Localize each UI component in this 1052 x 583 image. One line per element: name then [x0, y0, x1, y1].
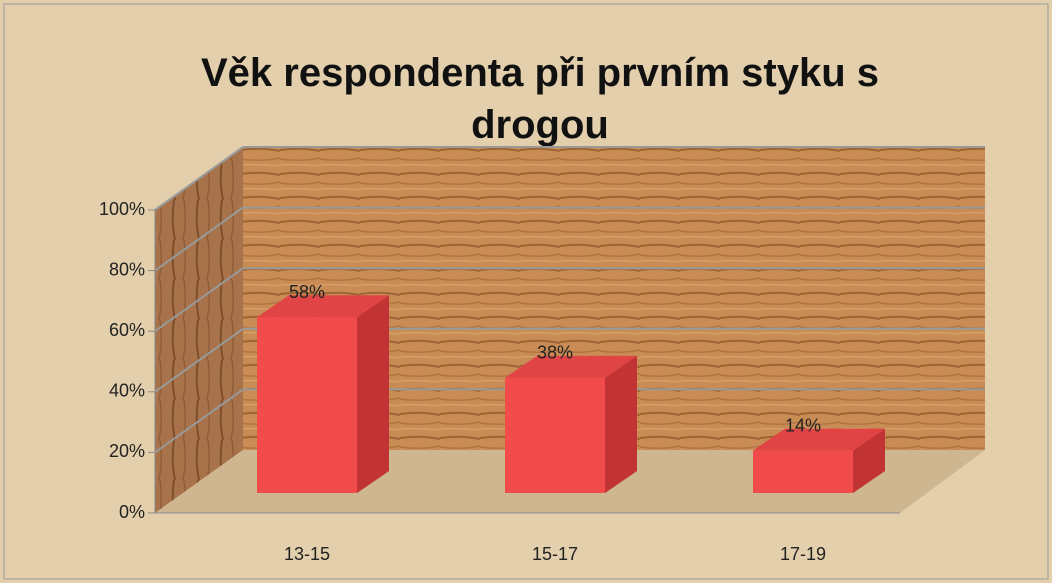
bar-side	[853, 428, 885, 493]
chart-title: Věk respondenta při prvním styku s drogou	[201, 51, 879, 147]
grid-line	[154, 327, 244, 393]
bar-top	[505, 355, 637, 378]
x-tick-label: 13-15	[284, 544, 330, 564]
bar-side	[605, 355, 637, 493]
side-wall	[155, 148, 243, 513]
grid-line	[154, 267, 244, 333]
grid-line	[154, 206, 244, 272]
value-label: 14%	[785, 415, 821, 435]
y-tick-label: 100%	[99, 199, 145, 219]
bar-side	[357, 295, 389, 493]
bar	[257, 317, 357, 493]
bar	[505, 377, 605, 493]
bar-top	[753, 428, 885, 451]
grid-line	[154, 388, 244, 454]
back-wall	[243, 148, 985, 450]
frame	[3, 3, 1049, 580]
y-tick-label: 60%	[109, 320, 145, 340]
bar-top	[257, 295, 389, 318]
bar	[753, 450, 853, 493]
y-tick-label: 20%	[109, 441, 145, 461]
y-tick-label: 80%	[109, 259, 145, 279]
x-tick-label: 15-17	[532, 544, 578, 564]
value-label: 38%	[537, 343, 573, 363]
x-tick-label: 17-19	[780, 544, 826, 564]
y-tick-label: 0%	[119, 502, 145, 522]
value-label: 58%	[289, 282, 325, 302]
grid-line	[154, 146, 244, 211]
y-tick-label: 40%	[109, 381, 145, 401]
